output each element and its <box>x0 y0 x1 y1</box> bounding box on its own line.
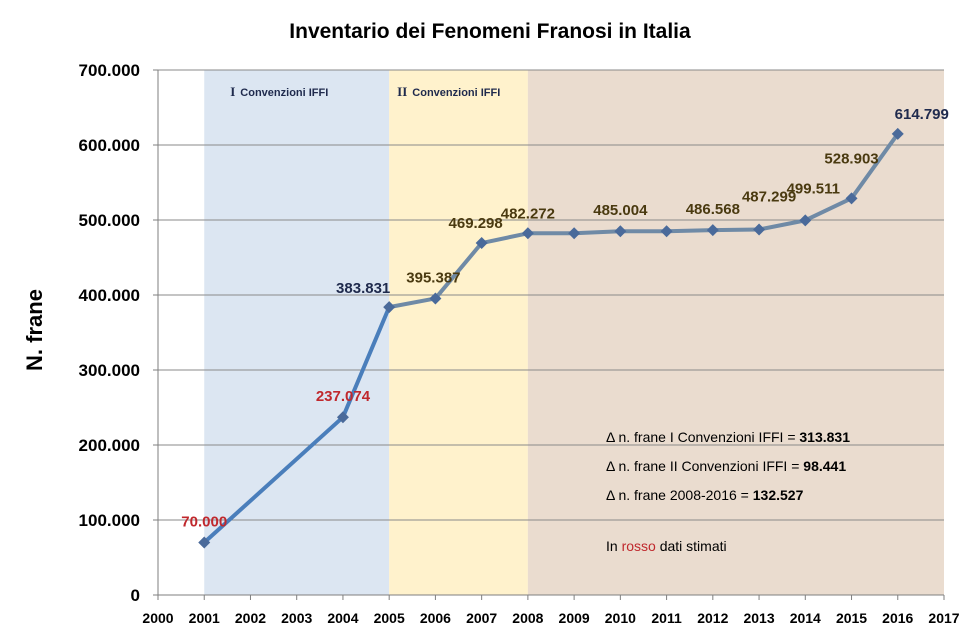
y-tick-label-2: 200.000 <box>79 436 140 455</box>
series-segment-10 <box>757 218 808 232</box>
y-tick-label-4: 400.000 <box>79 286 140 305</box>
marker-2 <box>383 301 396 314</box>
y-tick-label-7: 700.000 <box>79 61 140 80</box>
series-segment-12 <box>849 131 900 201</box>
data-labels: 70.000 237.074 383.831 395.387 469.298482.27… <box>181 106 949 531</box>
series-segment-8 <box>664 228 715 234</box>
data-label-12: 528.903 <box>824 150 878 167</box>
marker-8 <box>660 225 673 238</box>
marker-9 <box>706 224 719 237</box>
marker-7 <box>614 225 627 238</box>
data-label-10: 487.299 <box>742 189 796 206</box>
marker-12 <box>845 192 858 205</box>
series-segment-2 <box>387 296 438 310</box>
band-roman-1: II <box>397 84 407 99</box>
series-segment-0 <box>202 415 345 545</box>
series-segment-11 <box>803 196 854 223</box>
axes <box>153 69 945 600</box>
data-label-13: 614.799 <box>895 106 949 123</box>
marker-0 <box>198 536 211 549</box>
y-tick-labels: 0 100.000 200.000 300.000 400.000 500.000 600.… <box>79 61 140 605</box>
delta-note-value-1: 98.441 <box>803 458 846 474</box>
x-tick-label-1: 2001 <box>189 610 220 626</box>
data-label-3: 395.387 <box>406 269 460 286</box>
band-text-0: Convenzioni IFFI <box>240 87 328 99</box>
marker-6 <box>568 227 581 240</box>
annotations: Δ n. frane I Convenzioni IFFI = 313.831Δ… <box>606 429 850 554</box>
delta-note-text-1: Δ n. frane II Convenzioni IFFI = <box>606 458 803 474</box>
chart-title: Inventario dei Fenomeni Franosi in Itali… <box>289 20 691 43</box>
estimated-note: In rosso dati stimati <box>606 538 727 554</box>
x-tick-label-9: 2009 <box>559 610 590 626</box>
estimated-note-before: In <box>606 538 622 554</box>
x-tick-label-16: 2016 <box>882 610 913 626</box>
x-tick-label-12: 2012 <box>697 610 728 626</box>
x-tick-label-0: 2000 <box>142 610 173 626</box>
band-roman-0: I <box>230 84 235 99</box>
marker-13 <box>891 127 904 140</box>
band-2 <box>527 70 944 595</box>
series-segment-9 <box>710 227 762 233</box>
data-label-9: 486.568 <box>686 201 740 218</box>
y-tick-label-3: 300.000 <box>79 361 140 380</box>
delta-note-value-2: 132.527 <box>753 487 804 503</box>
data-label-7: 485.004 <box>593 202 648 219</box>
x-tick-label-14: 2014 <box>790 610 821 626</box>
x-tick-label-11: 2011 <box>651 610 682 626</box>
x-tick-label-17: 2017 <box>928 610 959 626</box>
series-line <box>202 131 900 545</box>
x-tick-labels: 2000 2001 2002 2003 2004 2005 2006 2007 2008 2009… <box>142 610 959 626</box>
x-tick-label-2: 2002 <box>235 610 266 626</box>
y-tick-label-0: 0 <box>131 586 140 605</box>
marker-11 <box>799 214 812 227</box>
series-markers <box>198 127 904 549</box>
y-axis-label: N. frane <box>22 289 47 371</box>
band-label-1: II Convenzioni IFFI <box>397 84 500 99</box>
data-label-5: 482.272 <box>501 205 555 222</box>
x-tick-label-6: 2006 <box>420 610 451 626</box>
x-tick-label-7: 2007 <box>466 610 497 626</box>
x-tick-label-4: 2004 <box>327 610 358 626</box>
x-tick-label-5: 2005 <box>374 610 405 626</box>
estimated-note-highlight: rosso <box>622 538 656 554</box>
series-segment-6 <box>572 229 623 236</box>
series-segment-3 <box>433 241 484 301</box>
band-0 <box>204 70 390 595</box>
y-tick-label-1: 100.000 <box>79 511 140 530</box>
data-label-0: 70.000 <box>181 514 227 531</box>
delta-note-text-0: Δ n. frane I Convenzioni IFFI = <box>606 429 799 445</box>
data-label-2: 383.831 <box>336 280 390 297</box>
marker-5 <box>521 227 534 240</box>
band-label-0: I Convenzioni IFFI <box>230 84 328 99</box>
marker-10 <box>753 223 766 236</box>
delta-note-value-0: 313.831 <box>799 429 850 445</box>
gridlines <box>158 69 944 521</box>
period-bands: I Convenzioni IFFI II Convenzioni IFFI <box>204 70 944 595</box>
series-segment-4 <box>479 231 530 246</box>
x-tick-label-15: 2015 <box>836 610 867 626</box>
x-tick-label-10: 2010 <box>605 610 636 626</box>
data-label-4: 469.298 <box>449 215 503 232</box>
x-tick-label-8: 2008 <box>512 610 543 626</box>
series-segment-1 <box>340 305 392 420</box>
delta-note-0: Δ n. frane I Convenzioni IFFI = 313.831 <box>606 429 850 445</box>
delta-note-2: Δ n. frane 2008-2016 = 132.527 <box>606 487 804 503</box>
x-tick-label-13: 2013 <box>743 610 774 626</box>
band-text-1: Convenzioni IFFI <box>412 87 500 99</box>
marker-3 <box>429 292 442 305</box>
y-tick-label-6: 600.000 <box>79 136 140 155</box>
data-label-1: 237.074 <box>316 388 371 405</box>
x-tick-label-3: 2003 <box>281 610 312 626</box>
delta-note-1: Δ n. frane II Convenzioni IFFI = 98.441 <box>606 458 846 474</box>
data-label-11: 499.511 <box>787 180 840 197</box>
delta-note-text-2: Δ n. frane 2008-2016 = <box>606 487 753 503</box>
estimated-note-after: dati stimati <box>656 538 727 554</box>
y-tick-label-5: 500.000 <box>79 211 140 230</box>
marker-1 <box>336 411 349 424</box>
band-1 <box>389 70 528 595</box>
marker-4 <box>475 237 488 250</box>
